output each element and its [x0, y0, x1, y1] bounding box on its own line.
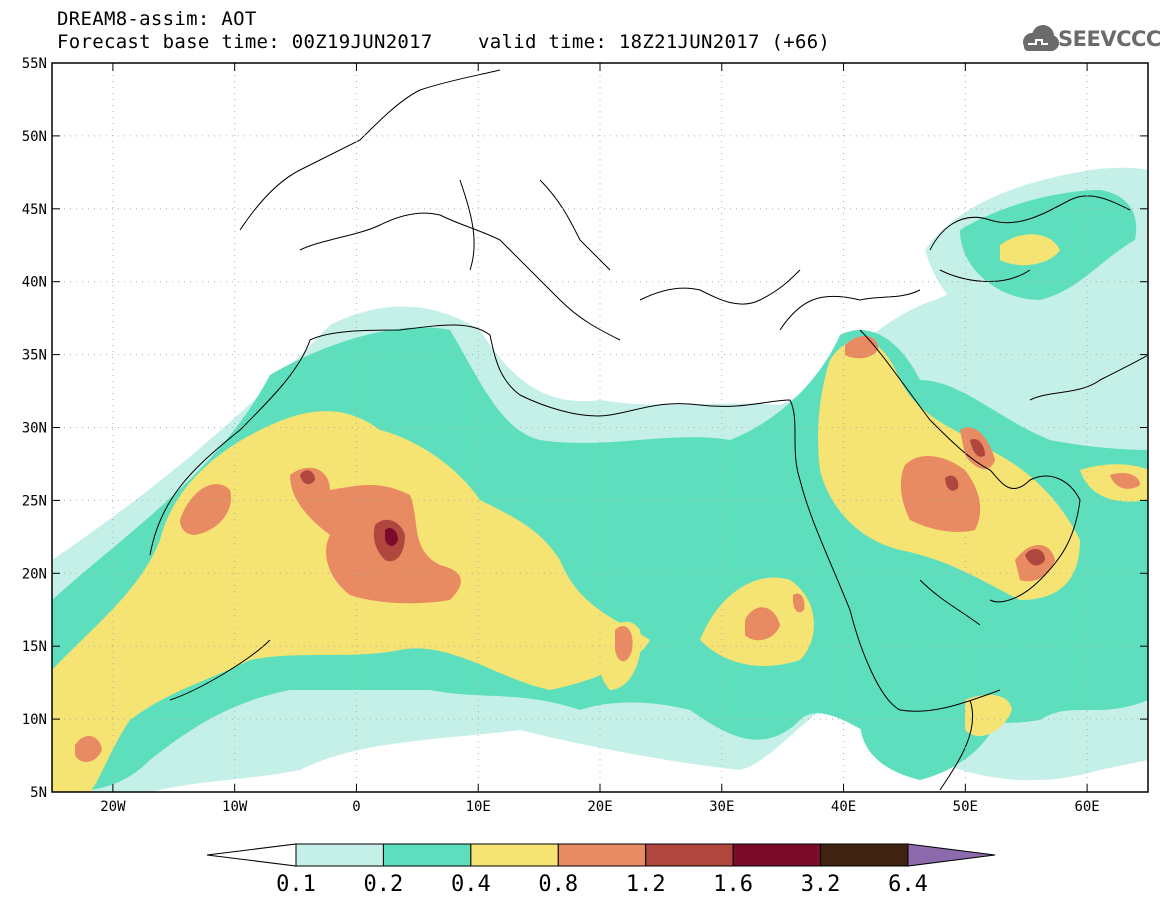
seevccc-logo: SEEVCCC — [1058, 27, 1161, 51]
lon-tick-label: 10W — [222, 799, 248, 815]
colorbar: 0.1 0.2 0.4 0.8 1.2 1.6 3.2 6.4 — [206, 843, 996, 897]
colorbar-swatch — [645, 843, 734, 867]
axis-ticks — [52, 62, 1148, 793]
colorbar-swatch — [732, 843, 822, 867]
lon-tick-label: 40E — [831, 799, 856, 815]
lat-tick-label: 5N — [30, 785, 47, 801]
lat-tick-label: 55N — [22, 56, 47, 72]
colorbar-swatch — [382, 843, 472, 867]
lon-tick-label: 0 — [352, 799, 360, 815]
latitude-labels: 55N 50N 45N 40N 35N 30N 25N 20N 15N 10N 5N — [22, 56, 47, 801]
colorbar-label: 3.2 — [801, 872, 841, 897]
colorbar-labels: 0.1 0.2 0.4 0.8 1.2 1.6 3.2 6.4 — [276, 872, 928, 897]
lat-tick-label: 50N — [22, 129, 47, 145]
colorbar-swatches — [295, 843, 909, 867]
lat-tick-label: 25N — [22, 493, 47, 509]
lat-tick-label: 35N — [22, 348, 47, 364]
colorbar-swatch — [470, 843, 559, 867]
colorbar-label: 6.4 — [888, 872, 928, 897]
lon-tick-label: 10E — [466, 799, 491, 815]
colorbar-swatch — [820, 843, 909, 867]
map-title: DREAM8-assim: AOT — [57, 8, 257, 30]
colorbar-label: 0.1 — [276, 872, 316, 897]
colorbar-swatch — [295, 843, 384, 867]
lon-tick-label: 20E — [587, 799, 612, 815]
lon-tick-label: 30E — [709, 799, 734, 815]
colorbar-swatch — [557, 843, 647, 867]
valid-time: valid time: 18Z21JUN2017 (+66) — [478, 31, 831, 53]
longitude-labels: 20W 10W 0 10E 20E 30E 40E 50E 60E — [100, 799, 1100, 815]
colorbar-label: 0.8 — [538, 872, 578, 897]
lat-tick-label: 45N — [22, 202, 47, 218]
lon-tick-label: 60E — [1074, 799, 1099, 815]
colorbar-high-arrow — [907, 843, 996, 867]
cloud-icon — [1023, 25, 1059, 51]
lat-tick-label: 20N — [22, 566, 47, 582]
forecast-base-time: Forecast base time: 00Z19JUN2017 — [57, 31, 433, 53]
lon-tick-label: 50E — [953, 799, 978, 815]
lat-tick-label: 10N — [22, 712, 47, 728]
lat-tick-label: 15N — [22, 639, 47, 655]
lat-tick-label: 30N — [22, 421, 47, 437]
colorbar-label: 0.2 — [364, 872, 404, 897]
lon-tick-label: 20W — [100, 799, 126, 815]
lat-tick-label: 40N — [22, 275, 47, 291]
colorbar-label: 1.6 — [713, 872, 753, 897]
coastlines — [149, 69, 1148, 791]
colorbar-label: 1.2 — [626, 872, 666, 897]
colorbar-low-arrow — [206, 843, 297, 867]
aot-level-1-6 — [385, 528, 398, 546]
colorbar-label: 0.4 — [451, 872, 491, 897]
